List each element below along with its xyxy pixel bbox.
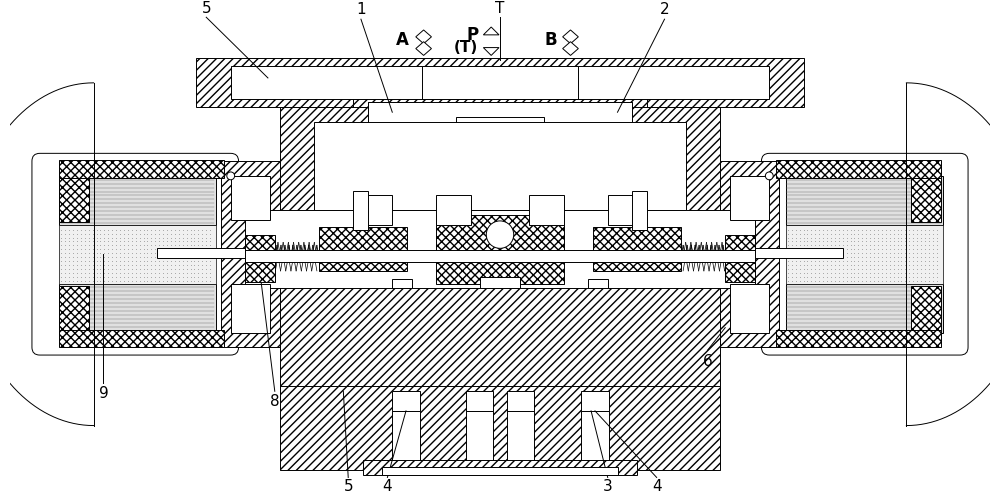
Bar [245,210,755,288]
Bar [588,102,632,210]
Bar [368,102,632,127]
Bar [466,391,493,411]
Bar [422,66,578,99]
Bar [319,227,407,271]
Bar [529,196,564,225]
Bar [456,117,544,205]
Text: 4: 4 [383,480,392,495]
Bar [231,176,270,220]
Bar [231,283,270,332]
Bar [480,277,520,288]
Bar [382,467,618,475]
Bar [593,227,681,271]
Bar [59,330,224,347]
Bar [436,196,471,225]
Text: T: T [495,1,505,16]
Bar [59,285,89,330]
Bar [725,235,755,281]
Bar [581,411,609,470]
Text: 1: 1 [356,2,366,17]
Polygon shape [483,27,499,35]
Text: 2: 2 [660,2,669,17]
Bar [466,411,493,470]
FancyBboxPatch shape [32,153,239,355]
Bar [196,58,804,107]
Bar [221,161,280,347]
Polygon shape [416,42,431,55]
Text: 4: 4 [652,480,661,495]
Text: 5: 5 [201,1,211,16]
Circle shape [486,221,514,249]
Text: (T): (T) [454,40,478,55]
Bar [776,160,941,178]
Bar [392,391,420,411]
Text: B: B [544,31,557,49]
Polygon shape [563,30,578,44]
Text: A: A [396,31,409,49]
Circle shape [765,172,773,180]
Text: 8: 8 [270,394,280,409]
Bar [353,191,368,230]
Bar [245,235,275,281]
Bar [786,176,943,225]
Bar [911,285,941,330]
Bar [730,176,769,220]
Bar [353,97,647,215]
Text: 6: 6 [703,354,712,369]
FancyBboxPatch shape [761,153,968,355]
Bar [245,250,755,262]
Bar [280,107,720,421]
Bar [755,249,843,258]
Bar [392,411,420,470]
Bar [786,283,943,332]
Bar [59,160,224,178]
Bar [59,176,216,225]
Bar [363,460,637,475]
Bar [786,225,943,283]
Text: P: P [466,26,478,44]
Bar [59,225,216,283]
Bar [911,178,941,222]
Text: 9: 9 [99,386,108,401]
Bar [632,191,647,230]
Bar [231,66,769,99]
Bar [368,102,412,210]
Bar [436,215,564,283]
Bar [280,386,720,470]
Bar [358,196,392,225]
Bar [608,196,642,225]
Bar [59,283,216,332]
Polygon shape [416,30,431,44]
Bar [392,278,412,288]
Text: 3: 3 [603,480,613,495]
Circle shape [227,172,235,180]
Bar [588,278,608,288]
Bar [507,391,534,411]
Text: 5: 5 [343,480,353,495]
Bar [59,178,89,222]
Polygon shape [483,47,499,55]
Bar [776,330,941,347]
Bar [730,283,769,332]
Polygon shape [563,42,578,55]
Bar [507,411,534,470]
Bar [314,122,686,210]
Bar [720,161,779,347]
Bar [157,249,245,258]
Bar [581,391,609,411]
